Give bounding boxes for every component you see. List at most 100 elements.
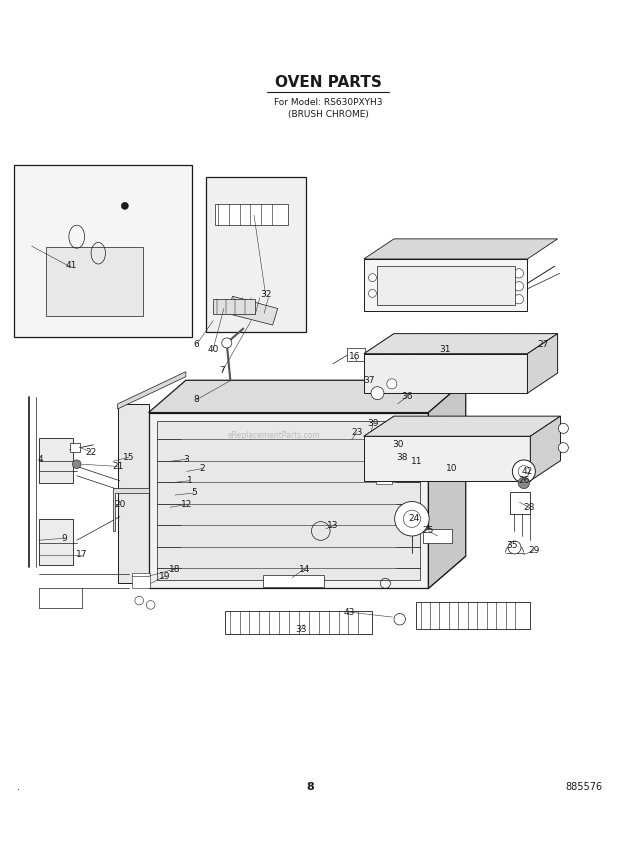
- Circle shape: [514, 269, 523, 278]
- Text: 26: 26: [518, 476, 529, 486]
- Bar: [510, 492, 529, 515]
- Text: 19: 19: [159, 572, 170, 580]
- Bar: [436, 343, 457, 354]
- Circle shape: [122, 202, 128, 209]
- Circle shape: [395, 502, 429, 536]
- Polygon shape: [118, 372, 186, 409]
- Circle shape: [512, 460, 535, 483]
- Text: 23: 23: [351, 428, 362, 437]
- Circle shape: [368, 274, 376, 282]
- Circle shape: [135, 597, 143, 605]
- Text: 8: 8: [306, 782, 314, 792]
- Circle shape: [371, 387, 384, 400]
- Text: 24: 24: [409, 514, 420, 523]
- Text: 43: 43: [343, 608, 355, 616]
- Circle shape: [146, 601, 155, 610]
- Text: eReplacementParts.com: eReplacementParts.com: [228, 431, 321, 440]
- Polygon shape: [364, 354, 528, 393]
- Text: 15: 15: [123, 453, 135, 461]
- Polygon shape: [364, 416, 560, 437]
- Circle shape: [508, 541, 521, 554]
- Polygon shape: [149, 381, 466, 412]
- Text: 29: 29: [528, 546, 539, 554]
- Text: 36: 36: [401, 393, 413, 401]
- Text: 38: 38: [396, 453, 407, 461]
- Text: 37: 37: [363, 375, 374, 385]
- Polygon shape: [38, 437, 73, 483]
- Text: 16: 16: [348, 352, 360, 361]
- Text: OVEN PARTS: OVEN PARTS: [275, 75, 381, 90]
- Text: 8: 8: [193, 395, 200, 404]
- Text: (BRUSH CHROME): (BRUSH CHROME): [288, 110, 368, 119]
- Circle shape: [514, 282, 523, 291]
- Polygon shape: [113, 488, 149, 531]
- Text: 20: 20: [114, 500, 125, 509]
- Text: 41: 41: [66, 261, 78, 270]
- Text: 21: 21: [112, 461, 123, 471]
- Circle shape: [518, 466, 529, 477]
- Text: 13: 13: [327, 522, 339, 530]
- Text: 885576: 885576: [565, 782, 603, 792]
- Circle shape: [559, 443, 569, 453]
- Circle shape: [394, 614, 405, 625]
- Text: 4: 4: [38, 455, 43, 464]
- Text: 5: 5: [191, 488, 197, 498]
- Text: 12: 12: [181, 500, 192, 509]
- Circle shape: [514, 294, 523, 304]
- Text: 6: 6: [193, 340, 200, 349]
- Text: .: .: [17, 782, 20, 792]
- Text: 25: 25: [423, 526, 434, 536]
- Polygon shape: [149, 412, 428, 588]
- Polygon shape: [364, 333, 557, 354]
- Text: 33: 33: [296, 625, 307, 634]
- Polygon shape: [149, 556, 466, 588]
- Text: 2: 2: [200, 464, 205, 473]
- Text: 3: 3: [184, 455, 190, 464]
- Circle shape: [222, 338, 232, 348]
- Polygon shape: [157, 421, 420, 579]
- Circle shape: [368, 289, 376, 297]
- Circle shape: [387, 379, 397, 389]
- Polygon shape: [14, 165, 192, 338]
- Bar: [132, 573, 150, 588]
- Polygon shape: [428, 381, 466, 588]
- Text: 35: 35: [507, 541, 518, 550]
- Text: 9: 9: [61, 534, 68, 542]
- Text: 39: 39: [368, 418, 379, 428]
- Polygon shape: [364, 437, 530, 480]
- Circle shape: [559, 424, 569, 433]
- Polygon shape: [206, 177, 306, 332]
- Text: 31: 31: [439, 345, 451, 354]
- Text: 27: 27: [538, 340, 549, 349]
- Text: 30: 30: [392, 440, 403, 449]
- Polygon shape: [364, 259, 528, 311]
- Bar: [376, 474, 392, 485]
- Bar: [69, 443, 81, 452]
- Bar: [225, 610, 373, 634]
- Text: 10: 10: [446, 464, 458, 473]
- Polygon shape: [364, 238, 557, 259]
- Text: For Model: RS630PXYH3: For Model: RS630PXYH3: [273, 98, 382, 107]
- Bar: [46, 247, 143, 316]
- Polygon shape: [228, 296, 278, 325]
- Text: 17: 17: [76, 550, 87, 559]
- Bar: [264, 575, 324, 587]
- Bar: [347, 348, 365, 361]
- Circle shape: [403, 511, 420, 528]
- Text: 42: 42: [521, 467, 533, 476]
- Polygon shape: [423, 529, 452, 543]
- Text: 40: 40: [208, 345, 219, 354]
- Text: 18: 18: [169, 565, 181, 573]
- Bar: [416, 602, 529, 629]
- Bar: [364, 451, 378, 463]
- Text: 32: 32: [260, 289, 271, 299]
- Text: 22: 22: [86, 448, 97, 456]
- Polygon shape: [38, 519, 73, 565]
- Polygon shape: [528, 333, 557, 393]
- Polygon shape: [377, 266, 515, 305]
- Text: 28: 28: [523, 503, 534, 511]
- Bar: [213, 299, 255, 313]
- Polygon shape: [530, 416, 560, 480]
- Text: 1: 1: [187, 476, 192, 486]
- Circle shape: [73, 460, 81, 468]
